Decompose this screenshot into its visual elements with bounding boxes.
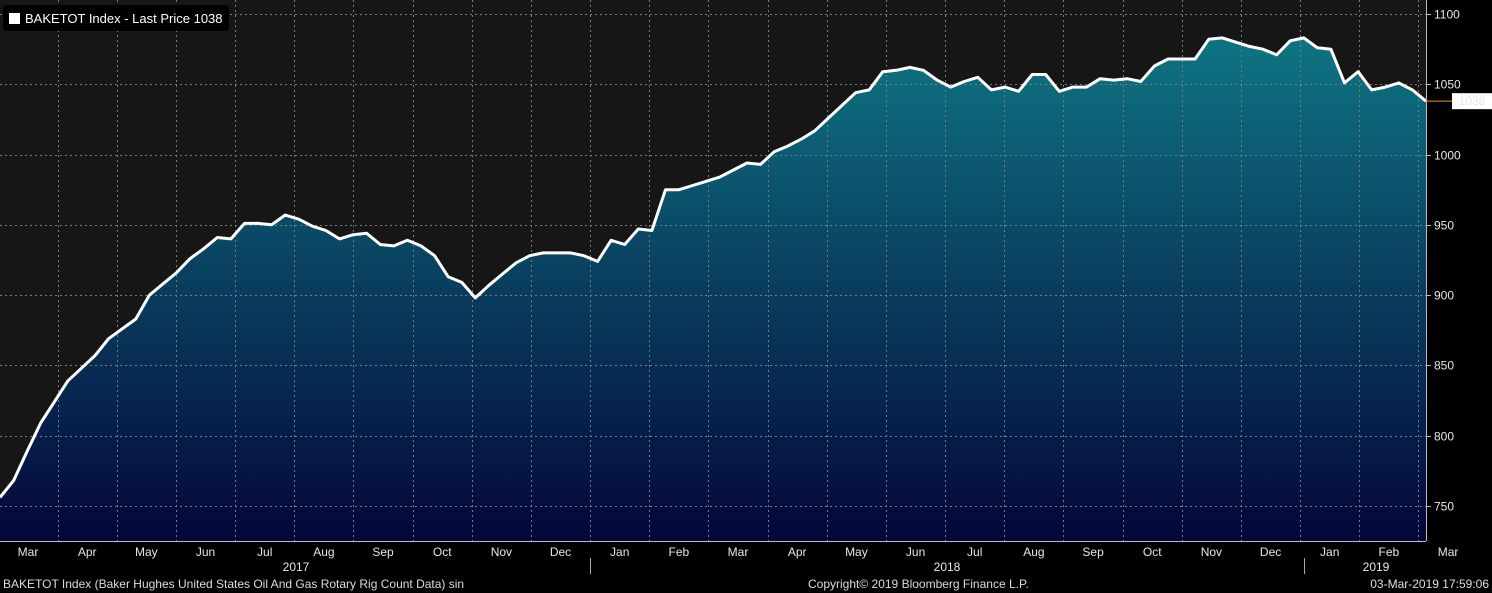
footer-background (0, 541, 1426, 593)
x-tick-label: Sep (1082, 545, 1104, 559)
x-tick-label: Apr (788, 545, 807, 559)
grid (0, 0, 1426, 541)
x-tick-label: Nov (491, 545, 512, 559)
y-tick-label: 1100 (1434, 8, 1460, 22)
x-tick-label: May (135, 545, 158, 559)
y-tick-label: 850 (1434, 359, 1454, 373)
x-tick-label: Oct (1143, 545, 1162, 559)
year-label: 2019 (1363, 560, 1390, 574)
x-tick-label: Jun (906, 545, 925, 559)
legend-label: BAKETOT Index - Last Price 1038 (25, 10, 223, 26)
x-tick-label: Jan (1320, 545, 1339, 559)
footer-copyright: Copyright© 2019 Bloomberg Finance L.P. (808, 577, 1029, 591)
year-label: 2017 (283, 560, 310, 574)
footer-timestamp: 03-Mar-2019 17:59:06 (1370, 577, 1489, 591)
x-tick-label: Jan (610, 545, 629, 559)
x-tick-label: Mar (1438, 545, 1459, 559)
x-tick-label: Jun (196, 545, 215, 559)
footer-description: BAKETOT Index (Baker Hughes United State… (3, 577, 465, 591)
y-tick-label: 900 (1434, 289, 1454, 303)
x-tick-label: Sep (372, 545, 394, 559)
y-tick-label: 1050 (1434, 78, 1461, 92)
x-ticks: Mar Apr May Jun Jul Aug Sep Oct Nov Dec Jan Feb Mar A… (18, 545, 1459, 559)
y-tick-label: 800 (1434, 430, 1454, 444)
x-tick-label: Dec (1260, 545, 1281, 559)
x-tick-label: Jul (967, 545, 982, 559)
series-area (0, 37, 1426, 542)
last-price-marker: 1038 (1426, 93, 1492, 110)
x-tick-label: Apr (78, 545, 97, 559)
x-tick-label: Feb (669, 545, 690, 559)
year-label: 2018 (934, 560, 961, 574)
x-tick-label: Nov (1201, 545, 1222, 559)
last-price-box (1452, 93, 1492, 110)
y-tick-label: 750 (1434, 500, 1454, 514)
legend: BAKETOT Index - Last Price 1038 (3, 5, 229, 31)
legend-swatch (9, 12, 20, 24)
x-tick-label: Mar (728, 545, 749, 559)
x-tick-label: Oct (433, 545, 452, 559)
x-tick-label: Dec (550, 545, 571, 559)
y-tick-label: 1000 (1434, 149, 1461, 163)
x-tick-label: Mar (18, 545, 39, 559)
x-tick-label: Feb (1379, 545, 1400, 559)
y-ticks: 750 800 850 900 950 1000 1050 1100 (1426, 8, 1461, 514)
x-tick-label: Jul (257, 545, 272, 559)
x-tick-label: Aug (1023, 545, 1044, 559)
last-price-label: 1038 (1459, 94, 1486, 108)
y-tick-label: 950 (1434, 219, 1454, 233)
year-labels: 2017 2018 2019 (283, 558, 1390, 574)
x-tick-label: May (845, 545, 868, 559)
x-tick-label: Aug (313, 545, 334, 559)
series-line (0, 36, 1427, 499)
